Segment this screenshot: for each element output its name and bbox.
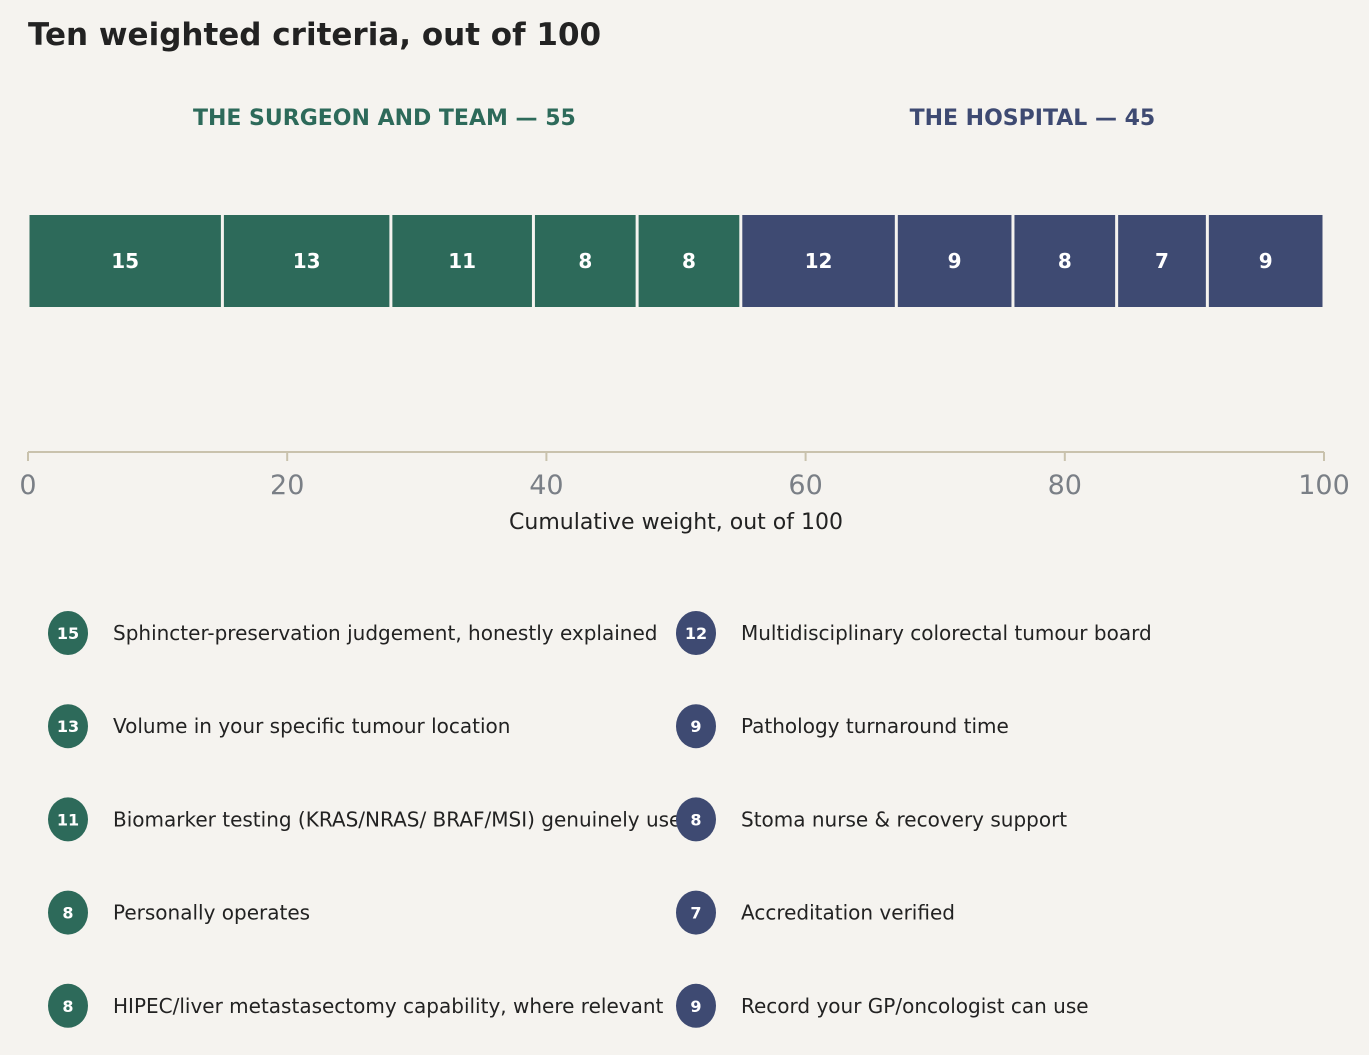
legend-badge xyxy=(676,797,716,842)
bar-segment-label: 8 xyxy=(1058,249,1072,273)
legend-label: Multidisciplinary colorectal tumour boar… xyxy=(741,621,1152,645)
bar-segment xyxy=(1014,215,1116,307)
x-tick-label: 100 xyxy=(1298,470,1350,501)
bar-segment-label: 12 xyxy=(805,249,833,273)
legend-label: Personally operates xyxy=(113,901,310,925)
legend-badge xyxy=(676,983,716,1028)
legend-badge-value: 8 xyxy=(62,997,73,1016)
legend-badge xyxy=(676,611,716,655)
legend-badge xyxy=(676,890,716,935)
legend-badge-value: 7 xyxy=(690,904,701,923)
bar-segment xyxy=(638,215,740,307)
legend-label: HIPEC/liver metastasectomy capability, w… xyxy=(113,994,664,1018)
legend-label: Accreditation verified xyxy=(741,901,955,925)
group-label: THE HOSPITAL — 45 xyxy=(910,106,1156,131)
legend-badge xyxy=(48,704,88,749)
bar-segment xyxy=(534,215,636,307)
legend-badge-value: 11 xyxy=(57,810,79,829)
legend-badge-value: 13 xyxy=(57,717,79,736)
x-tick-label: 0 xyxy=(19,470,36,501)
legend-badge xyxy=(48,890,88,935)
bar-segment xyxy=(223,215,390,307)
legend-badge-value: 8 xyxy=(62,904,73,923)
legend-badge-value: 9 xyxy=(690,717,701,736)
legend-badge-value: 15 xyxy=(57,624,79,643)
legend-badge xyxy=(48,611,88,655)
bar-segment xyxy=(897,215,1012,307)
bar-segment-label: 8 xyxy=(682,249,696,273)
bar-segment xyxy=(742,215,895,307)
legend-label: Sphincter-preservation judgement, honest… xyxy=(113,621,657,645)
legend-label: Biomarker testing (KRAS/NRAS/ BRAF/MSI) … xyxy=(113,807,694,831)
x-tick-label: 60 xyxy=(788,470,822,501)
legend-badge-value: 8 xyxy=(690,810,701,829)
bar-segment-label: 9 xyxy=(948,249,962,273)
legend-label: Stoma nurse & recovery support xyxy=(741,807,1067,831)
x-tick-label: 80 xyxy=(1048,470,1082,501)
x-axis-title: Cumulative weight, out of 100 xyxy=(509,510,843,535)
chart-title: Ten weighted criteria, out of 100 xyxy=(28,17,601,53)
bar-segment-label: 15 xyxy=(111,249,139,273)
group-label: THE SURGEON AND TEAM — 55 xyxy=(193,106,576,131)
bar-segment xyxy=(1118,215,1206,307)
bar-segment xyxy=(29,215,221,307)
legend-label: Volume in your specific tumour location xyxy=(113,714,510,738)
legend-badge xyxy=(676,704,716,749)
legend-badge xyxy=(48,797,88,842)
bar-segment xyxy=(392,215,532,307)
x-tick-label: 40 xyxy=(529,470,563,501)
legend-label: Record your GP/oncologist can use xyxy=(741,994,1089,1018)
legend-badge xyxy=(48,983,88,1028)
legend-label: Pathology turnaround time xyxy=(741,714,1009,738)
bar-segment-label: 8 xyxy=(578,249,592,273)
bar-segment xyxy=(1208,215,1323,307)
legend-badge-value: 9 xyxy=(690,997,701,1016)
legend-badge-value: 12 xyxy=(685,624,707,643)
bar-segment-label: 9 xyxy=(1259,249,1273,273)
x-tick-label: 20 xyxy=(270,470,304,501)
bar-segment-label: 7 xyxy=(1155,249,1169,273)
bar-segment-label: 13 xyxy=(293,249,321,273)
bar-segment-label: 11 xyxy=(448,249,476,273)
